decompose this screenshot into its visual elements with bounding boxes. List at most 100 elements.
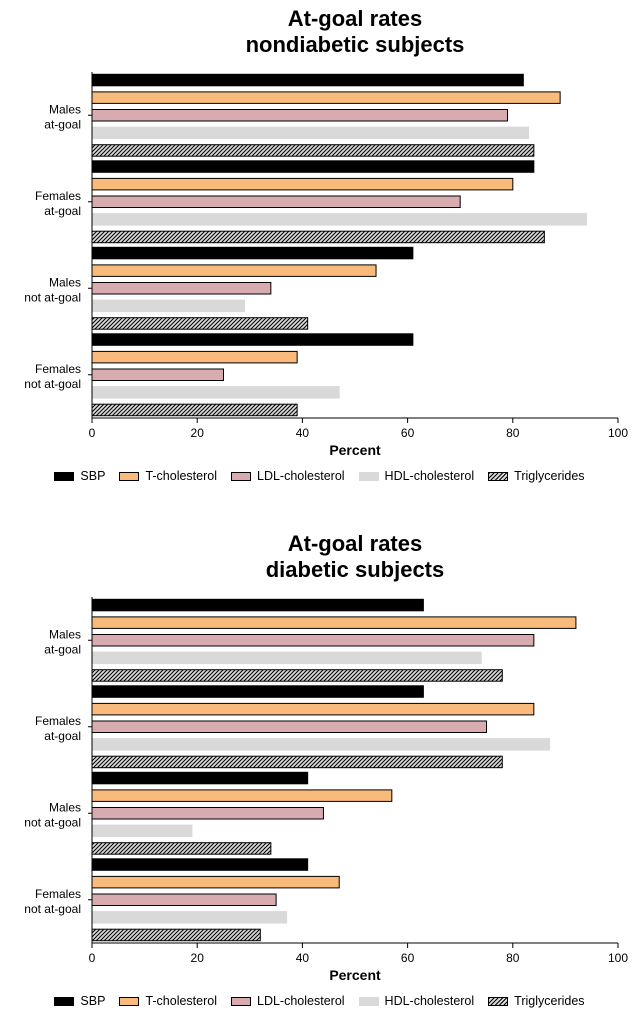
bar-chart-diabetic: 0 20 40 60 80 100 Percent Males at-goal Females at…: [24, 597, 628, 983]
bar-ldl-cholesterol-2: [91, 807, 324, 820]
x-tick-label: 20: [191, 426, 205, 440]
y-category-label: Females not at-goal: [24, 362, 81, 391]
chart-title-line-1: At-goal rates: [287, 531, 423, 556]
legend-label-hdl-cholesterol: HDL-cholesterol: [384, 994, 475, 1008]
bar-t-cholesterol-3: [91, 350, 298, 364]
legend-label-triglycerides: Triglycerides: [514, 994, 585, 1008]
x-tick-label: 100: [608, 426, 628, 440]
bar-sbp-0: [91, 598, 424, 612]
chart-legend: SBP T-cholesterol LDL-cholesterol HDL-ch…: [0, 994, 639, 1008]
legend-swatch-hdl-cholesterol: [358, 471, 379, 481]
x-tick-label: 0: [89, 426, 96, 440]
bar-hdl-cholesterol-2: [91, 299, 246, 313]
bar-triglycerides-2: [91, 842, 272, 855]
x-tick-label: 60: [401, 426, 415, 440]
chart-panel-nondiabetic: At-goal rates nondiabetic subjects 0 20 40…: [0, 0, 639, 500]
legend-item-hdl-cholesterol: HDL-cholesterol: [358, 469, 475, 483]
chart-title-line-2: diabetic subjects: [265, 557, 445, 582]
bar-ldl-cholesterol-1: [91, 720, 487, 733]
legend-item-t-cholesterol: T-cholesterol: [119, 994, 217, 1008]
bar-ldl-cholesterol-2: [91, 282, 272, 295]
bar-ldl-cholesterol-3: [91, 368, 224, 381]
bar-hdl-cholesterol-0: [91, 126, 530, 140]
legend-label-t-cholesterol: T-cholesterol: [145, 469, 217, 483]
bar-sbp-3: [91, 333, 414, 346]
bar-ldl-cholesterol-1: [91, 195, 461, 208]
legend-swatch-ldl-cholesterol: [231, 471, 251, 481]
bar-sbp-3: [91, 858, 309, 871]
legend-item-ldl-cholesterol: LDL-cholesterol: [231, 469, 345, 483]
bar-hdl-cholesterol-0: [91, 651, 482, 665]
chart-title-line-2: nondiabetic subjects: [245, 32, 465, 57]
legend-item-t-cholesterol: T-cholesterol: [119, 469, 217, 483]
bar-ldl-cholesterol-0: [91, 634, 535, 647]
bar-triglycerides-2: [91, 317, 309, 330]
legend-swatch-sbp: [54, 996, 75, 1006]
bar-t-cholesterol-2: [91, 789, 393, 802]
bar-triglycerides-1: [91, 230, 545, 244]
bar-triglycerides-1: [91, 755, 503, 769]
legend-swatch-sbp: [54, 471, 75, 481]
bar-chart-nondiabetic: 0 20 40 60 80 100 Percent Males at-goal Females at…: [24, 72, 628, 458]
bar-sbp-0: [91, 73, 524, 87]
bar-t-cholesterol-0: [91, 91, 561, 104]
y-category-label: Males at-goal: [44, 102, 81, 131]
bar-hdl-cholesterol-2: [91, 824, 193, 838]
bar-triglycerides-0: [91, 669, 503, 682]
legend-label-ldl-cholesterol: LDL-cholesterol: [257, 994, 345, 1008]
bar-sbp-1: [91, 685, 424, 698]
chart-title: At-goal rates diabetic subjects: [92, 531, 618, 583]
x-tick-label: 40: [296, 951, 310, 965]
bar-hdl-cholesterol-1: [91, 738, 551, 751]
x-axis-label: Percent: [329, 967, 381, 983]
x-tick-label: 80: [506, 951, 520, 965]
legend-swatch-triglycerides: [488, 996, 509, 1006]
legend-label-t-cholesterol: T-cholesterol: [145, 994, 217, 1008]
bar-triglycerides-0: [91, 144, 535, 157]
y-category-label: Males not at-goal: [24, 275, 81, 304]
legend-swatch-t-cholesterol: [119, 471, 140, 481]
legend-label-triglycerides: Triglycerides: [514, 469, 585, 483]
bar-t-cholesterol-1: [91, 702, 535, 716]
bar-hdl-cholesterol-1: [91, 213, 587, 226]
bar-hdl-cholesterol-3: [91, 386, 340, 399]
x-tick-label: 0: [89, 951, 96, 965]
y-category-label: Males at-goal: [44, 627, 81, 656]
bar-sbp-1: [91, 160, 535, 173]
y-category-label: Females at-goal: [35, 714, 81, 743]
bar-triglycerides-3: [91, 928, 261, 942]
legend-item-triglycerides: Triglycerides: [488, 469, 585, 483]
x-tick-label: 20: [191, 951, 205, 965]
x-tick-label: 40: [296, 426, 310, 440]
legend-swatch-triglycerides: [488, 471, 509, 481]
legend-item-sbp: SBP: [54, 469, 105, 483]
bar-ldl-cholesterol-3: [91, 893, 277, 906]
legend-label-hdl-cholesterol: HDL-cholesterol: [384, 469, 475, 483]
legend-label-ldl-cholesterol: LDL-cholesterol: [257, 469, 345, 483]
bar-sbp-2: [91, 771, 309, 785]
y-category-label: Females at-goal: [35, 189, 81, 218]
bar-t-cholesterol-2: [91, 264, 377, 277]
chart-title-line-1: At-goal rates: [287, 6, 423, 31]
legend-item-sbp: SBP: [54, 994, 105, 1008]
chart-legend: SBP T-cholesterol LDL-cholesterol HDL-ch…: [0, 469, 639, 483]
chart-panel-diabetic: At-goal rates diabetic subjects 0 20 40 60 8…: [0, 525, 639, 1011]
legend-item-hdl-cholesterol: HDL-cholesterol: [358, 994, 475, 1008]
bar-t-cholesterol-0: [91, 616, 577, 629]
legend-swatch-ldl-cholesterol: [231, 996, 251, 1006]
legend-swatch-hdl-cholesterol: [358, 996, 379, 1006]
bar-triglycerides-3: [91, 403, 298, 417]
bar-ldl-cholesterol-0: [91, 109, 509, 122]
legend-item-triglycerides: Triglycerides: [488, 994, 585, 1008]
legend-swatch-t-cholesterol: [119, 996, 140, 1006]
y-category-label: Females not at-goal: [24, 887, 81, 916]
chart-title: At-goal rates nondiabetic subjects: [92, 6, 618, 58]
x-tick-label: 80: [506, 426, 520, 440]
x-axis-label: Percent: [329, 442, 381, 458]
legend-label-sbp: SBP: [80, 469, 106, 483]
x-tick-label: 60: [401, 951, 415, 965]
y-category-label: Males not at-goal: [24, 800, 81, 829]
bar-t-cholesterol-1: [91, 177, 514, 191]
bar-hdl-cholesterol-3: [91, 911, 288, 924]
bar-sbp-2: [91, 246, 414, 260]
